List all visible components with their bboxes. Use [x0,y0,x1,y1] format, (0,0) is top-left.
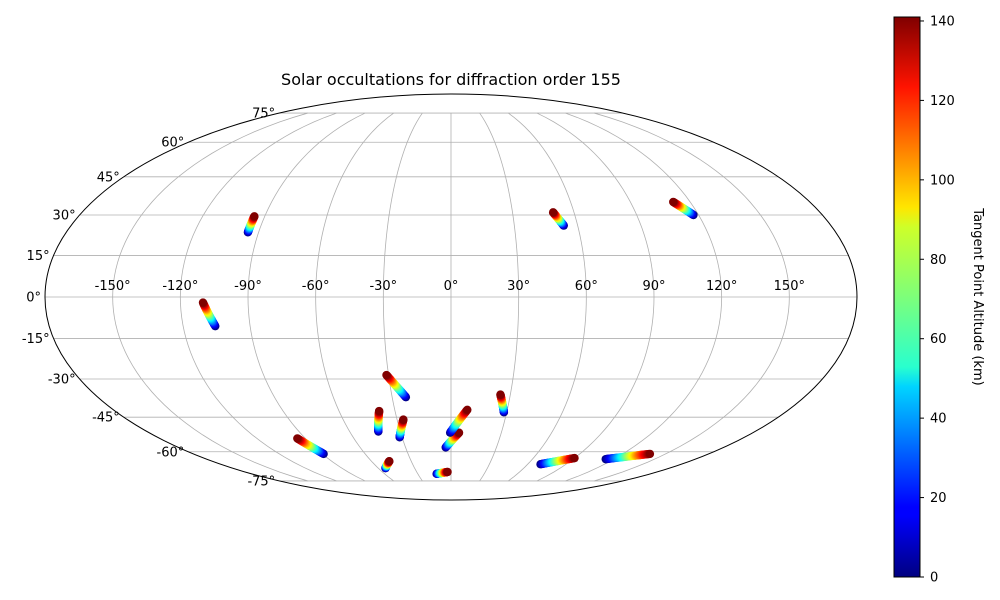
longitude-tick-label: -150° [95,279,131,294]
latitude-tick-label: 0° [26,291,41,306]
colorbar-tick-label: 140 [930,14,955,29]
longitude-tick-label: 90° [642,279,665,294]
latitude-tick-label: -60° [157,445,185,460]
latitude-tick-label: 60° [161,136,184,151]
colorbar-tick-label: 20 [930,491,947,506]
longitude-gridline [565,112,723,482]
latitude-tick-label: -45° [92,411,120,426]
occultation-point [645,449,655,459]
longitude-gridline [179,112,337,482]
occultation-point [669,197,678,207]
occultation-point [496,390,505,399]
longitude-gridline [247,112,366,482]
colorbar-tick-label: 60 [930,332,947,347]
colorbar: 0 20 40 60 80 100 120 140 Tangent Point Altitud… [893,14,985,586]
occultation-track [441,428,464,452]
longitude-tick-label: 0° [444,279,459,294]
longitude-gridline [536,112,655,482]
latitude-labels: -75° -60° -45° -30° -15° 0° 15° 30° 45° 60° 75° [22,107,275,490]
latitude-tick-label: 75° [252,107,275,122]
occultation-point [293,434,302,443]
occultation-track [381,456,394,473]
occultation-track [198,298,220,331]
longitude-tick-label: -120° [162,279,198,294]
colorbar-ticks: 0 20 40 60 80 100 120 140 [920,14,955,586]
longitude-gridline [112,112,308,482]
longitude-tick-label: 30° [507,279,530,294]
longitude-tick-label: 120° [706,279,737,294]
occultation-track [669,197,698,220]
occultation-point [454,428,464,437]
occultation-point [382,370,391,380]
occultation-point [548,208,558,217]
latitude-tick-label: -75° [247,474,275,489]
longitude-gridline [315,112,394,482]
longitude-tick-label: -90° [234,279,262,294]
latitude-tick-label: 45° [97,170,120,185]
longitude-tick-label: -30° [369,279,397,294]
occultation-track [432,467,452,479]
longitude-gridline [594,112,790,482]
colorbar-tick-label: 0 [930,571,938,586]
colorbar-tick-label: 80 [930,253,947,268]
occultation-point [385,456,394,466]
colorbar-gradient [893,16,921,578]
colorbar-tick-label: 120 [930,94,955,109]
occultation-track [243,212,259,237]
occultation-point [570,453,579,463]
occultation-track [374,406,384,436]
occultation-track [395,415,408,442]
occultation-track [496,390,509,417]
occultation-point [443,467,452,477]
occultation-track [382,370,411,402]
longitude-tick-label: 150° [774,279,805,294]
occultation-track [548,208,568,230]
occultation-point [463,405,472,414]
latitude-tick-label: -30° [48,373,76,388]
occultation-point [250,212,259,221]
occultation-tracks [198,197,698,479]
longitude-gridline [508,112,587,482]
longitude-tick-label: 60° [575,279,598,294]
latitude-tick-label: 30° [53,208,76,223]
occultation-track [601,449,655,464]
occultation-point [374,406,384,416]
occultation-track [536,453,579,469]
longitude-gridline [479,112,520,482]
longitude-tick-label: -60° [302,279,330,294]
latitude-tick-label: -15° [22,332,50,347]
colorbar-tick-label: 100 [930,173,955,188]
occultation-track [445,405,472,437]
occultation-point [399,415,408,424]
occultation-track [293,434,328,459]
map-grid [45,112,857,482]
chart-title: Solar occultations for diffraction order… [281,70,621,89]
longitude-labels: -150° -120° -90° -60° -30° 0° 30° 60° 90° 120° 150… [95,279,805,294]
map-boundary [44,93,858,501]
occultation-point [198,298,208,307]
latitude-tick-label: 15° [27,249,50,264]
colorbar-label: Tangent Point Altitude (km) [970,207,985,385]
colorbar-tick-label: 40 [930,412,947,427]
